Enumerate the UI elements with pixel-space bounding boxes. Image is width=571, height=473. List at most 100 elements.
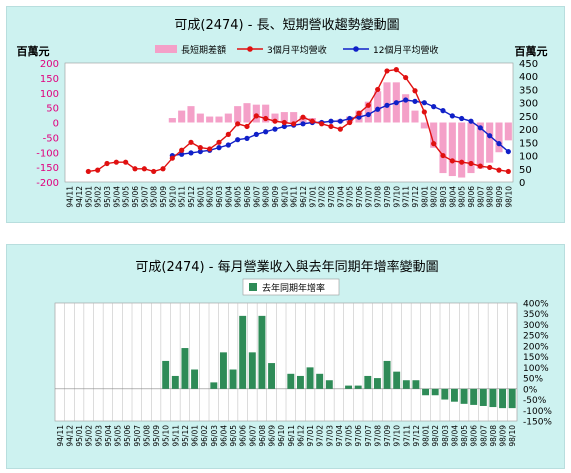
diff-bar xyxy=(439,122,447,174)
ma12-point xyxy=(188,150,194,156)
yoy-tick-label: 150% xyxy=(523,353,549,363)
ma3-point xyxy=(337,126,343,132)
yoy-bar xyxy=(373,378,381,389)
ma3-point xyxy=(263,115,269,122)
diff-bar xyxy=(486,122,494,163)
ma12-point xyxy=(421,100,427,106)
ma3-point xyxy=(384,68,390,74)
diff-bar xyxy=(206,116,214,123)
x-tick-label: 96/11 xyxy=(290,186,299,208)
ma3-point xyxy=(309,118,315,124)
ma3-point xyxy=(225,131,231,137)
ma3-point xyxy=(496,167,502,173)
x-tick-label: 95/08 xyxy=(150,186,159,208)
diff-bar xyxy=(476,122,484,169)
diff-bar xyxy=(187,106,195,123)
ma12-point xyxy=(477,125,483,131)
x-tick-label: 97/03 xyxy=(327,186,336,208)
yoy-bar xyxy=(354,385,362,389)
ma3-point xyxy=(440,152,446,159)
diff-bar xyxy=(280,112,288,123)
x-tick-label: 97/04 xyxy=(335,425,344,447)
diff-bar xyxy=(224,113,232,123)
ma12-point xyxy=(337,118,343,124)
x-tick-label: 96/12 xyxy=(296,425,305,447)
chart1-right-unit: 百萬元 xyxy=(515,44,548,58)
x-tick-label: 98/01 xyxy=(420,186,429,208)
x-tick-label: 96/06 xyxy=(239,425,248,447)
yoy-tick-label: 50% xyxy=(523,375,543,385)
ma3-point xyxy=(272,118,278,124)
yoy-tick-label: -150% xyxy=(523,418,552,428)
x-tick-label: 95/10 xyxy=(162,425,171,447)
yoy-bar xyxy=(402,380,410,389)
left-tick-label: -50 xyxy=(43,133,59,144)
left-tick-label: 50 xyxy=(46,104,59,115)
ma3-point xyxy=(113,159,119,165)
yoy-bar xyxy=(470,388,478,405)
ma12-point xyxy=(365,111,371,118)
x-tick-label: 95/05 xyxy=(114,425,123,447)
x-tick-label: 96/01 xyxy=(196,186,205,208)
legend-diff-swatch xyxy=(155,45,177,53)
chart2-legend: 去年同期年增率 xyxy=(242,278,340,296)
yoy-bar xyxy=(499,388,507,409)
x-tick-label: 97/02 xyxy=(316,425,325,447)
x-tick-label: 98/05 xyxy=(458,186,467,208)
x-tick-label: 97/11 xyxy=(402,186,411,208)
x-tick-label: 97/06 xyxy=(354,425,363,447)
yoy-bar xyxy=(450,388,458,402)
right-tick-label: 350 xyxy=(519,85,538,96)
x-tick-label: 95/02 xyxy=(85,425,94,447)
x-tick-label: 97/05 xyxy=(345,425,354,447)
ma3-point xyxy=(160,166,166,172)
diff-bar xyxy=(458,122,466,178)
x-tick-label: 97/01 xyxy=(306,425,315,447)
yoy-bar xyxy=(316,373,324,389)
diff-bar xyxy=(243,103,251,123)
left-tick-label: -200 xyxy=(36,178,59,189)
ma12-point xyxy=(225,142,231,148)
yoy-bar xyxy=(162,360,170,389)
ma12-point xyxy=(440,108,446,114)
ma3-point xyxy=(95,167,101,173)
ma3-point xyxy=(412,88,418,94)
yoy-tick-label: 300% xyxy=(523,321,549,331)
x-tick-label: 96/08 xyxy=(262,186,271,208)
yoy-bar xyxy=(325,380,333,389)
right-tick-label: 0 xyxy=(519,178,525,189)
x-tick-label: 98/09 xyxy=(495,186,504,208)
x-tick-label: 98/02 xyxy=(431,425,440,447)
yoy-chart-panel: 可成(2474) - 每月營業收入與去年同期年增率變動圖 去年同期年增率 400… xyxy=(6,244,565,469)
legend-ma3-dot xyxy=(247,46,253,52)
diff-bar xyxy=(430,122,438,148)
legend-ma12-dot xyxy=(353,46,359,52)
yoy-bar xyxy=(258,315,266,389)
ma3-point xyxy=(291,121,297,127)
ma12-point xyxy=(403,97,409,103)
x-tick-label: 95/05 xyxy=(122,186,131,208)
diff-bar xyxy=(402,94,410,123)
x-tick-label: 95/12 xyxy=(187,186,196,208)
yoy-bar xyxy=(345,385,353,389)
yoy-bar xyxy=(431,388,439,396)
trend-chart: 可成(2474) - 長、短期營收趨勢變動圖 百萬元 百萬元 長短期差額 3個月… xyxy=(17,17,548,208)
x-tick-label: 94/11 xyxy=(66,186,75,208)
x-tick-label: 96/04 xyxy=(224,186,233,208)
x-tick-label: 96/03 xyxy=(215,186,224,208)
x-tick-label: 98/04 xyxy=(450,425,459,447)
x-tick-label: 97/10 xyxy=(393,425,402,447)
x-tick-label: 96/09 xyxy=(268,425,277,447)
ma3-point xyxy=(375,86,381,93)
ma12-point xyxy=(347,115,353,122)
x-tick-label: 95/08 xyxy=(142,425,151,447)
legend-diff-label: 長短期差額 xyxy=(181,44,226,56)
ma12-point xyxy=(235,137,241,143)
x-tick-label: 94/12 xyxy=(75,186,84,208)
ma3-point xyxy=(431,141,437,147)
ma3-point xyxy=(197,145,203,151)
diff-bar xyxy=(178,110,186,123)
x-tick-label: 97/08 xyxy=(373,425,382,447)
chart1-title: 可成(2474) - 長、短期營收趨勢變動圖 xyxy=(174,17,399,33)
yoy-bar xyxy=(412,380,420,389)
